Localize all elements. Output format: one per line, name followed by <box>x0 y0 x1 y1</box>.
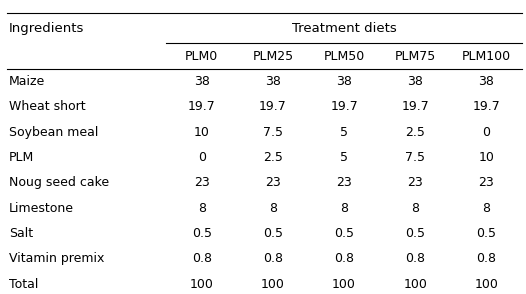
Text: 2.5: 2.5 <box>263 151 283 164</box>
Text: 8: 8 <box>411 201 419 215</box>
Text: PLM: PLM <box>9 151 35 164</box>
Text: Wheat short: Wheat short <box>9 100 86 113</box>
Text: PLM75: PLM75 <box>394 50 436 63</box>
Text: 38: 38 <box>479 75 494 88</box>
Text: 8: 8 <box>340 201 348 215</box>
Text: 38: 38 <box>194 75 210 88</box>
Text: 38: 38 <box>265 75 281 88</box>
Text: 38: 38 <box>407 75 423 88</box>
Text: 19.7: 19.7 <box>401 100 429 113</box>
Text: 19.7: 19.7 <box>472 100 500 113</box>
Text: 8: 8 <box>269 201 277 215</box>
Text: 100: 100 <box>332 278 356 290</box>
Text: 8: 8 <box>198 201 206 215</box>
Text: 5: 5 <box>340 151 348 164</box>
Text: 5: 5 <box>340 126 348 138</box>
Text: 0.8: 0.8 <box>334 252 354 265</box>
Text: 19.7: 19.7 <box>259 100 287 113</box>
Text: 100: 100 <box>403 278 427 290</box>
Text: 0.5: 0.5 <box>477 227 497 240</box>
Text: Limestone: Limestone <box>9 201 74 215</box>
Text: 23: 23 <box>265 176 281 189</box>
Text: 2.5: 2.5 <box>406 126 425 138</box>
Text: 0: 0 <box>198 151 206 164</box>
Text: PLM100: PLM100 <box>462 50 511 63</box>
Text: Total: Total <box>9 278 38 290</box>
Text: Noug seed cake: Noug seed cake <box>9 176 109 189</box>
Text: 23: 23 <box>479 176 494 189</box>
Text: 0.8: 0.8 <box>192 252 212 265</box>
Text: 19.7: 19.7 <box>188 100 216 113</box>
Text: 100: 100 <box>190 278 214 290</box>
Text: 0.5: 0.5 <box>263 227 283 240</box>
Text: PLM50: PLM50 <box>323 50 365 63</box>
Text: PLM25: PLM25 <box>252 50 294 63</box>
Text: Maize: Maize <box>9 75 45 88</box>
Text: 38: 38 <box>336 75 352 88</box>
Text: 19.7: 19.7 <box>330 100 358 113</box>
Text: Soybean meal: Soybean meal <box>9 126 98 138</box>
Text: 100: 100 <box>261 278 285 290</box>
Text: 0.5: 0.5 <box>192 227 212 240</box>
Text: Ingredients: Ingredients <box>9 22 85 35</box>
Text: 23: 23 <box>336 176 352 189</box>
Text: 23: 23 <box>194 176 210 189</box>
Text: 10: 10 <box>194 126 210 138</box>
Text: Treatment diets: Treatment diets <box>292 22 397 35</box>
Text: PLM0: PLM0 <box>185 50 218 63</box>
Text: 23: 23 <box>407 176 423 189</box>
Text: 0.8: 0.8 <box>263 252 283 265</box>
Text: 0.5: 0.5 <box>405 227 425 240</box>
Text: 7.5: 7.5 <box>263 126 283 138</box>
Text: Salt: Salt <box>9 227 33 240</box>
Text: Vitamin premix: Vitamin premix <box>9 252 105 265</box>
Text: 10: 10 <box>479 151 494 164</box>
Text: 0: 0 <box>482 126 490 138</box>
Text: 7.5: 7.5 <box>405 151 425 164</box>
Text: 0.8: 0.8 <box>405 252 425 265</box>
Text: 100: 100 <box>474 278 498 290</box>
Text: 0.5: 0.5 <box>334 227 354 240</box>
Text: 8: 8 <box>482 201 490 215</box>
Text: 0.8: 0.8 <box>477 252 497 265</box>
